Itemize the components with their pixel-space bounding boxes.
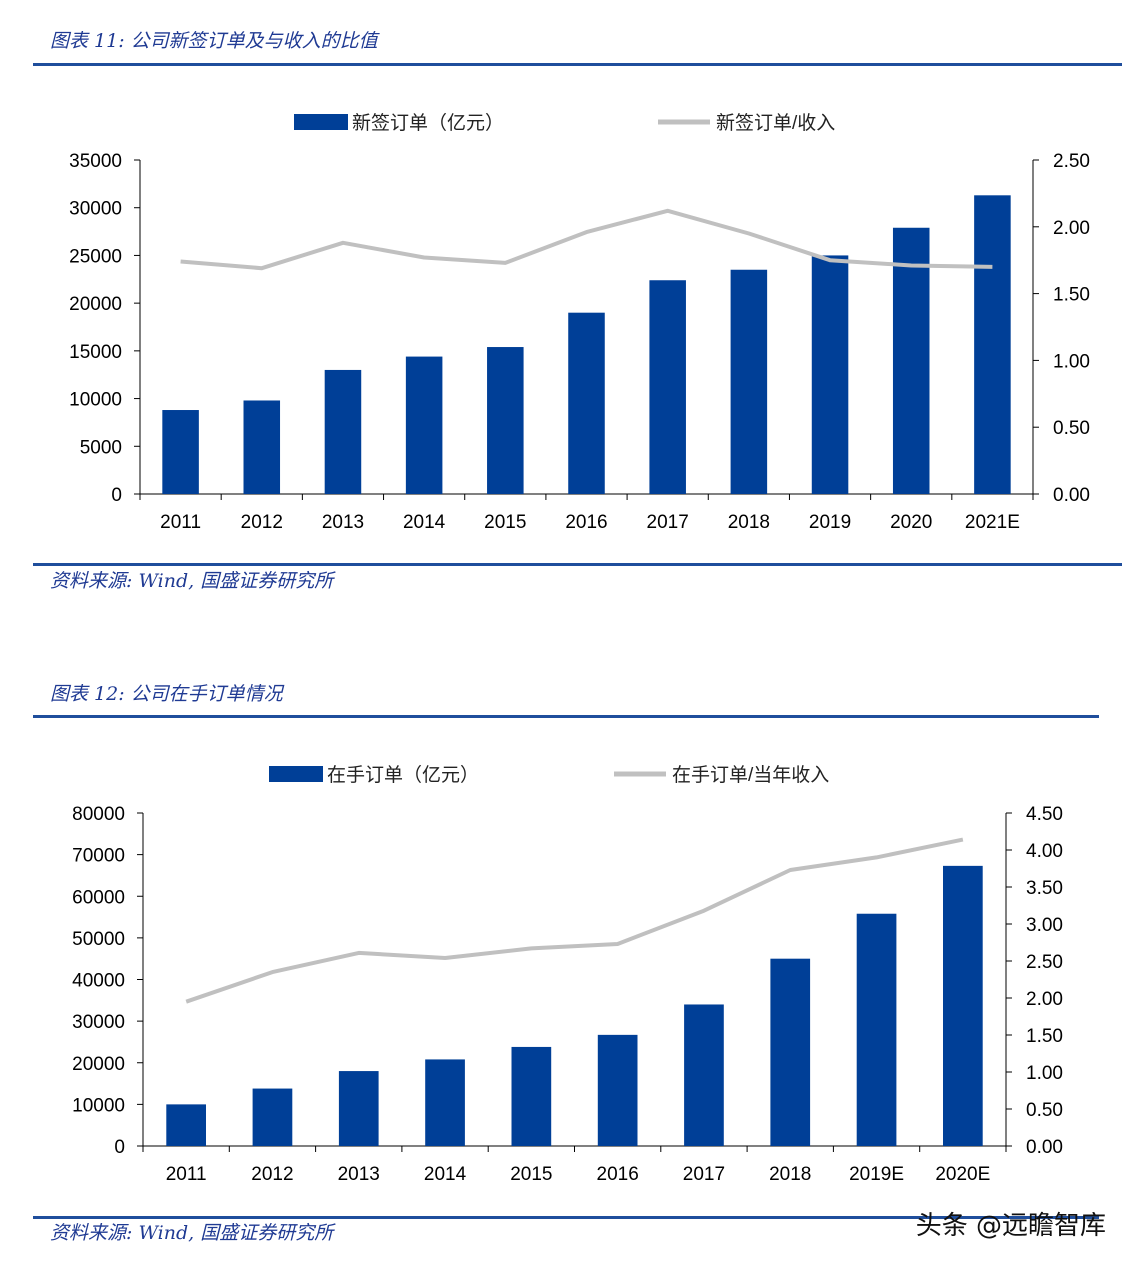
- bar: [974, 195, 1011, 494]
- x-tick-label: 2011: [166, 1164, 207, 1185]
- bar: [405, 356, 443, 494]
- legend-bar-swatch: [294, 114, 348, 130]
- y2-tick-label: 1.50: [1026, 1026, 1063, 1047]
- chart-2: 在手订单（亿元） 在手订单/当年收入 0 10000 20000 30000 40000 50…: [72, 764, 1063, 1185]
- x-tick-label: 2014: [424, 1164, 467, 1185]
- y2-tick-label: 4.50: [1026, 804, 1063, 825]
- y2-tick-label: 2.00: [1053, 218, 1090, 239]
- x-tick-label: 2013: [338, 1164, 380, 1185]
- y-tick-label: 5000: [80, 437, 122, 458]
- y-tick-label: 10000: [69, 390, 122, 411]
- legend-line-label: 在手订单/当年收入: [672, 764, 829, 786]
- chart-1: 新签订单（亿元） 新签订单/收入 0 5000 10000 15000 20000 25000…: [69, 112, 1090, 533]
- y-tick-label: 20000: [69, 294, 122, 315]
- y-tick-label: 0: [111, 485, 122, 506]
- bar: [162, 410, 199, 494]
- y2-tick-label: 3.50: [1026, 878, 1063, 899]
- caption-rule-1: [33, 63, 1122, 66]
- y2-tick-label: 2.50: [1053, 151, 1090, 172]
- y-tick-label: 80000: [72, 804, 125, 825]
- y-tick-label: 70000: [72, 846, 125, 867]
- source-rule-2: [33, 1216, 1099, 1219]
- x-tick-label: 2016: [565, 512, 607, 533]
- bar: [597, 1034, 638, 1146]
- ratio-line: [185, 837, 964, 1004]
- watermark: 头条 @远瞻智库: [915, 1211, 1106, 1241]
- x-tick-label: 2016: [597, 1164, 639, 1185]
- x-tick-label: 2012: [241, 512, 283, 533]
- figure-2-source: 资料来源: Wind, 国盛证券研究所: [50, 1222, 334, 1244]
- bar: [487, 347, 524, 494]
- y2-tick-label: 3.00: [1026, 915, 1063, 936]
- x-tick-label: 2015: [510, 1164, 552, 1185]
- bar: [166, 1104, 206, 1146]
- y2-tick-label: 2.00: [1026, 989, 1063, 1010]
- y2-tick-label: 4.00: [1026, 841, 1063, 862]
- ratio-line: [180, 208, 993, 271]
- bar: [684, 1004, 724, 1146]
- figure-1-caption: 图表 11: 公司新签订单及与收入的比值: [50, 30, 378, 52]
- y-tick-label: 10000: [72, 1095, 125, 1116]
- legend-bar-label: 新签订单（亿元）: [352, 112, 504, 134]
- y-tick-label: 30000: [69, 199, 122, 220]
- y2-tick-label: 0.50: [1026, 1100, 1063, 1121]
- x-tick-label: 2014: [403, 512, 446, 533]
- x-tick-label: 2021E: [965, 512, 1020, 533]
- bar: [730, 269, 768, 494]
- bar: [243, 400, 281, 494]
- x-tick-label: 2018: [728, 512, 770, 533]
- figure-2-caption: 图表 12: 公司在手订单情况: [50, 683, 283, 705]
- y2-tick-label: 0.50: [1053, 418, 1090, 439]
- y-tick-label: 15000: [69, 342, 122, 363]
- y-tick-label: 20000: [72, 1054, 125, 1075]
- y-tick-label: 35000: [69, 151, 122, 172]
- x-tick-label: 2019E: [849, 1164, 904, 1185]
- bar: [770, 958, 811, 1146]
- y-tick-label: 0: [114, 1137, 125, 1158]
- x-tick-label: 2019: [809, 512, 851, 533]
- x-tick-label: 2015: [484, 512, 526, 533]
- source-rule-1: [33, 563, 1122, 566]
- x-tick-label: 2020E: [935, 1164, 990, 1185]
- bar: [943, 865, 983, 1146]
- bar: [892, 227, 930, 495]
- bar: [324, 369, 362, 494]
- x-tick-label: 2012: [251, 1164, 293, 1185]
- legend-line-label: 新签订单/收入: [716, 112, 835, 134]
- bar: [811, 255, 849, 494]
- y2-tick-label: 1.00: [1053, 351, 1090, 372]
- y2-tick-label: 1.00: [1026, 1063, 1063, 1084]
- y-tick-label: 30000: [72, 1012, 125, 1033]
- x-tick-label: 2020: [890, 512, 932, 533]
- y-tick-label: 25000: [69, 246, 122, 267]
- bar: [338, 1071, 379, 1146]
- bar: [252, 1088, 293, 1146]
- y-tick-label: 40000: [72, 971, 125, 992]
- x-tick-label: 2018: [769, 1164, 811, 1185]
- bar: [649, 280, 686, 494]
- y-tick-label: 60000: [72, 887, 125, 908]
- figure-1-source: 资料来源: Wind, 国盛证券研究所: [50, 570, 334, 592]
- bar: [568, 312, 605, 494]
- legend-bar-swatch: [269, 766, 323, 782]
- bar: [856, 913, 897, 1146]
- legend-bar-label: 在手订单（亿元）: [327, 764, 479, 786]
- bar: [511, 1046, 552, 1146]
- bar: [425, 1059, 465, 1146]
- caption-rule-2: [33, 715, 1099, 718]
- y-tick-label: 50000: [72, 929, 125, 950]
- x-tick-label: 2017: [647, 512, 689, 533]
- y2-tick-label: 2.50: [1026, 952, 1063, 973]
- y2-tick-label: 0.00: [1053, 485, 1090, 506]
- y2-tick-label: 1.50: [1053, 285, 1090, 306]
- y2-tick-label: 0.00: [1026, 1137, 1063, 1158]
- x-tick-label: 2011: [160, 512, 201, 533]
- x-tick-label: 2017: [683, 1164, 725, 1185]
- x-tick-label: 2013: [322, 512, 364, 533]
